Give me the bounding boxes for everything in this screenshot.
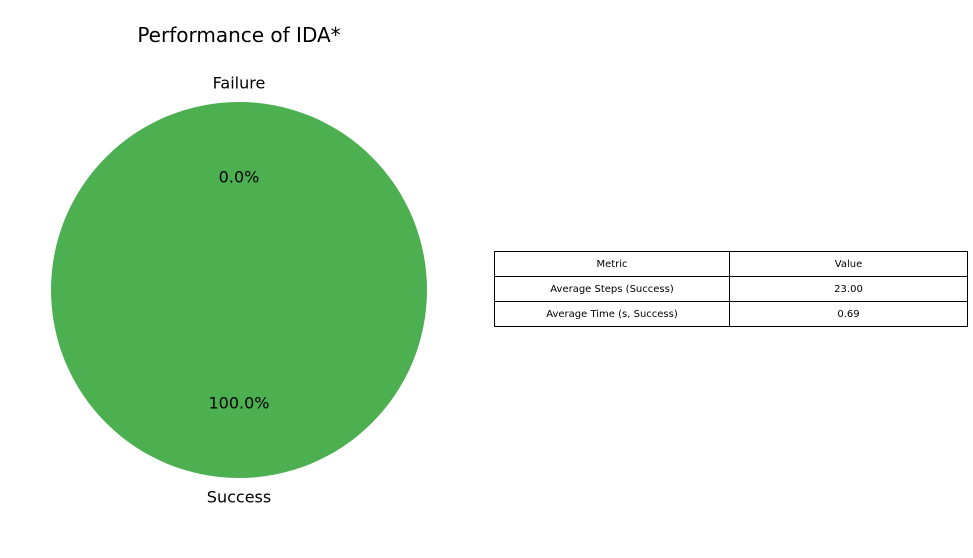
- pie-pct-label-failure: 0.0%: [219, 168, 260, 187]
- table-row: Average Time (s, Success) 0.69: [494, 301, 968, 327]
- pie-label-success: Success: [207, 487, 271, 506]
- table-cell-metric: Average Time (s, Success): [494, 301, 730, 327]
- pie-pct-label-success: 100.0%: [208, 393, 269, 412]
- pie-label-failure: Failure: [213, 74, 266, 93]
- chart-title: Performance of IDA*: [137, 23, 341, 47]
- table-header-metric: Metric: [494, 251, 730, 277]
- table-cell-value: 0.69: [729, 301, 968, 327]
- table-header-value: Value: [729, 251, 968, 277]
- table-cell-metric: Average Steps (Success): [494, 276, 730, 302]
- table-row: Average Steps (Success) 23.00: [494, 276, 968, 302]
- pie-slice-success: [51, 102, 427, 478]
- table-header-row: Metric Value: [494, 251, 968, 277]
- metrics-table: Metric Value Average Steps (Success) 23.…: [494, 251, 968, 327]
- table-cell-value: 23.00: [729, 276, 968, 302]
